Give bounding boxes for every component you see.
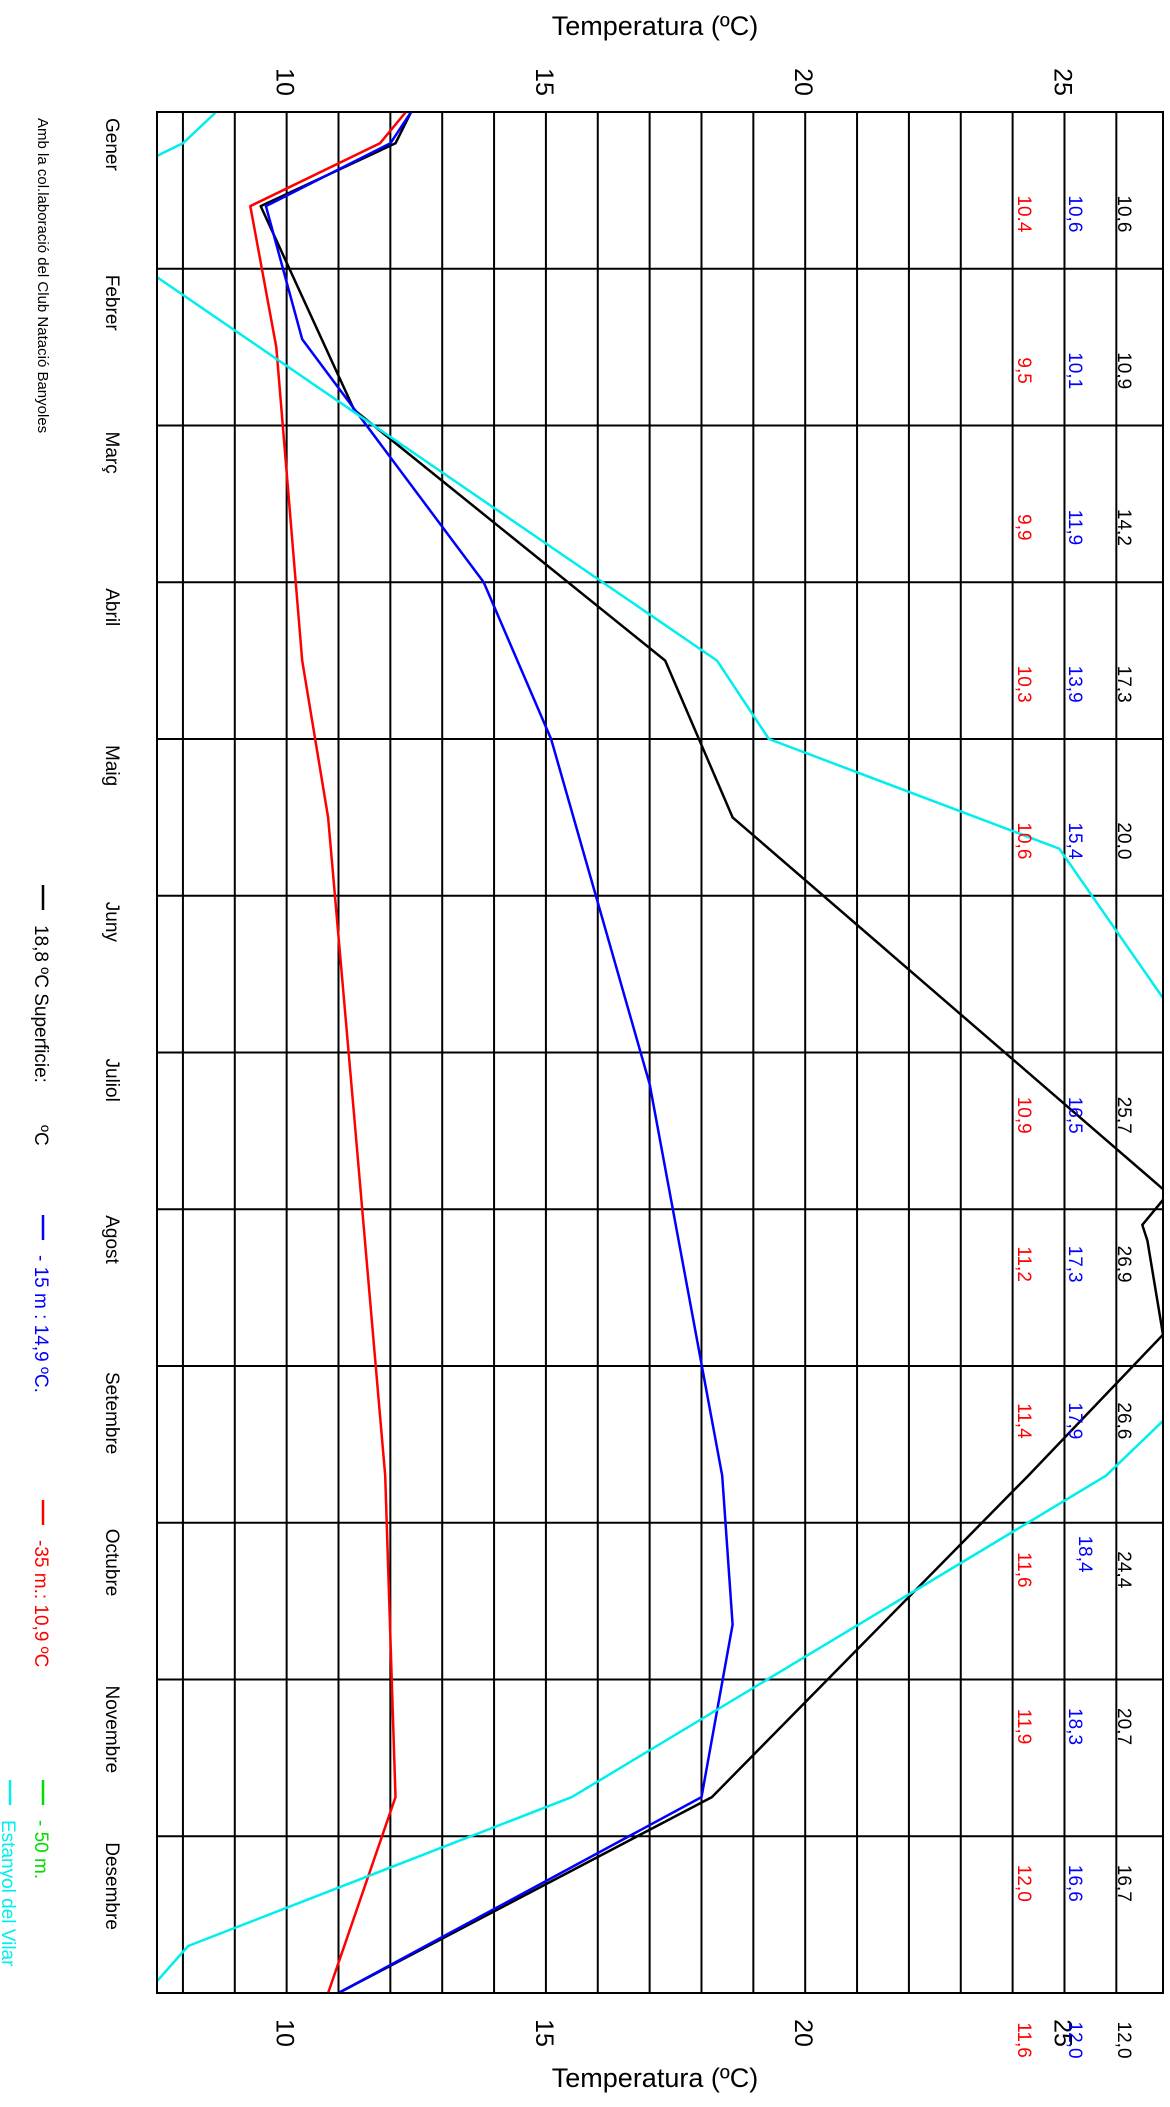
tick-label-top: 10	[271, 68, 299, 96]
value-label: 9,9	[1013, 514, 1034, 540]
month-labels: Gener Febrer Març Abril Maig Juny Juliol Agost S…	[101, 118, 122, 1930]
gridlines	[156, 111, 1163, 1994]
value-label: 10,6	[1064, 195, 1085, 232]
value-label: 17,3	[1064, 1246, 1085, 1283]
value-labels: 10,6 10,9 14,2 17,3 20,0 25,7 26,9 26,6 24,4 20,7…	[1013, 195, 1134, 2058]
month-label: Novembre	[101, 1686, 122, 1774]
value-label: 10,3	[1013, 666, 1034, 703]
value-label: 18,3	[1064, 1708, 1085, 1745]
value-label: 10,6	[1113, 195, 1134, 232]
tick-label-bottom: 10	[271, 2019, 299, 2047]
axis-title-top: Temperatura (ºC)	[552, 11, 758, 41]
temperature-tick-labels: 10 10 15 15 20 20 25 25	[271, 68, 1077, 2047]
month-label: Febrer	[101, 275, 122, 332]
value-label: 11,6	[1013, 1552, 1034, 1588]
legend-label: - 15 m : 14,9 ºC.	[30, 1255, 51, 1393]
value-label: 24,4	[1113, 1551, 1134, 1588]
value-label: 10,9	[1113, 352, 1134, 389]
month-label: Agost	[101, 1215, 122, 1264]
month-label: Març	[101, 432, 122, 474]
value-label: 16,6	[1064, 1865, 1085, 1902]
value-label: 11,4	[1013, 1403, 1034, 1439]
value-label: 18,4	[1074, 1536, 1095, 1573]
month-label: Octubre	[101, 1529, 122, 1597]
plot-frame	[156, 111, 1164, 1994]
month-label: Maig	[101, 745, 122, 786]
series-line	[259, 112, 1163, 1993]
month-label: Gener	[101, 118, 122, 171]
value-label: 11,9	[1013, 1709, 1034, 1745]
value-label: 16,5	[1064, 1097, 1085, 1134]
value-label: 10,9	[1013, 1097, 1034, 1134]
value-label: 11,2	[1013, 1246, 1034, 1282]
month-label: Desembre	[101, 1842, 122, 1930]
tick-label-top: 15	[530, 68, 558, 96]
credit-text: Amb la col.laboració del Club Natació Ba…	[34, 118, 51, 433]
tick-label-bottom: 15	[530, 2019, 558, 2047]
month-label: Setembre	[101, 1372, 122, 1454]
value-label: 12,0	[1113, 2022, 1134, 2059]
value-label: 15,4	[1064, 822, 1085, 859]
axis-title-bottom: Temperatura (ºC)	[552, 2063, 758, 2093]
value-label: 25,7	[1113, 1097, 1134, 1134]
tick-label-top: 25	[1048, 68, 1076, 96]
value-label: 11,9	[1064, 510, 1085, 546]
legend-label: -35 m.: 10,9 ºC	[30, 1540, 51, 1667]
legend-label: - 50 m.	[30, 1820, 51, 1879]
value-label: 10,6	[1013, 822, 1034, 859]
series-line	[157, 112, 1163, 1984]
value-label: 12,0	[1064, 2022, 1085, 2059]
value-label: 26,6	[1113, 1402, 1134, 1439]
series-lines	[157, 112, 1163, 1993]
plot-border	[156, 111, 1164, 1994]
value-label: 11,6	[1013, 2022, 1034, 2058]
value-label: 16,7	[1113, 1865, 1134, 1902]
legend-unit: ºC	[30, 1125, 51, 1146]
month-label: Abril	[101, 588, 122, 626]
value-label: 9,5	[1013, 357, 1034, 383]
month-label: Juny	[101, 902, 122, 943]
value-label: 10,1	[1064, 352, 1085, 389]
value-label: 13,9	[1064, 666, 1085, 703]
value-label: 12,0	[1013, 1865, 1034, 1902]
month-label: Juliol	[101, 1059, 122, 1102]
tick-label-bottom: 20	[789, 2019, 817, 2047]
legend-label: 18,8 ºC Superficie:	[30, 925, 51, 1083]
value-label: 14,2	[1113, 509, 1134, 546]
value-label: 20,7	[1113, 1708, 1134, 1745]
legend: 18,8 ºC Superficie: ºC - 15 m : 14,9 ºC. -3…	[0, 885, 51, 1967]
tick-label-top: 20	[789, 68, 817, 96]
value-label: 10.4	[1013, 195, 1034, 232]
value-label: 17,9	[1064, 1402, 1085, 1439]
series-line	[249, 112, 407, 1993]
value-label: 17,3	[1113, 666, 1134, 703]
value-label: 20,0	[1113, 822, 1134, 859]
value-label: 26,9	[1113, 1246, 1134, 1283]
tick-label-bottom: 25	[1048, 2019, 1076, 2047]
series-line	[264, 112, 734, 1993]
legend-label: Estanyol del Vilar	[0, 1820, 18, 1967]
